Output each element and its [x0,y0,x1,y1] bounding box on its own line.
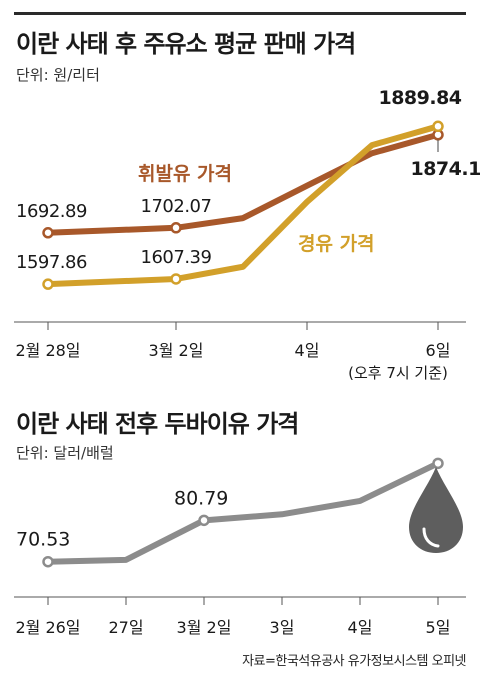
dubai-line [45,460,441,565]
chart2-title: 이란 사태 전후 두바이유 가격 [16,410,299,438]
x-tick-label: 27일 [108,618,143,637]
diesel-point [42,278,54,290]
x-tick-label: 3월 2일 [177,618,232,637]
gasoline-series-label: 휘발유 가격 [138,163,232,185]
fuel-price-chart: 2월 28일 3월 2일 4일 6일 (오후 7시 기준) 1692.89 1702.07 1… [14,90,480,382]
x-tick-label: 4일 [295,341,320,360]
x-tick-label: 4일 [348,618,373,637]
axis-footnote: (오후 7시 기준) [348,364,448,382]
x-tick-label: 6일 [426,341,451,360]
dubai-value-label: 70.53 [16,529,70,551]
chart1-title: 이란 사태 후 주유소 평균 판매 가격 [16,30,356,58]
diesel-point [432,120,444,133]
diesel-value-label: 1607.39 [141,247,212,268]
dubai-point [42,555,54,568]
x-tick-label: 2월 28일 [15,341,80,360]
x-tick-label: 3일 [270,618,295,637]
top-rule [14,12,466,15]
gasoline-value-label: 1692.89 [16,201,87,222]
gasoline-value-label: 1874.19 [410,158,480,180]
gasoline-point [170,222,182,234]
diesel-value-label: 1889.84 [378,90,461,109]
gasoline-line [45,131,441,236]
x-tick-label: 3월 2일 [149,341,204,360]
diesel-line [45,123,441,288]
source-note: 자료=한국석유공사 유가정보시스템 오피넷 [242,654,466,669]
dubai-point [198,514,210,527]
gasoline-point [42,227,54,239]
diesel-point [170,273,182,285]
dubai-value-label: 80.79 [174,487,228,509]
x-tick-label: 2월 26일 [15,618,80,637]
diesel-series-label: 경유 가격 [298,233,375,255]
gasoline-value-label: 1702.07 [141,196,212,217]
x-tick-label: 5일 [426,618,451,637]
oil-drop-icon [409,467,463,553]
diesel-value-label: 1597.86 [16,252,87,273]
chart1-unit: 단위: 원/리터 [16,66,100,84]
oil-drop-highlight [422,527,440,548]
dubai-point [432,457,444,470]
oil-drop-body [409,467,463,553]
chart2-unit: 단위: 달러/배럴 [16,444,114,462]
